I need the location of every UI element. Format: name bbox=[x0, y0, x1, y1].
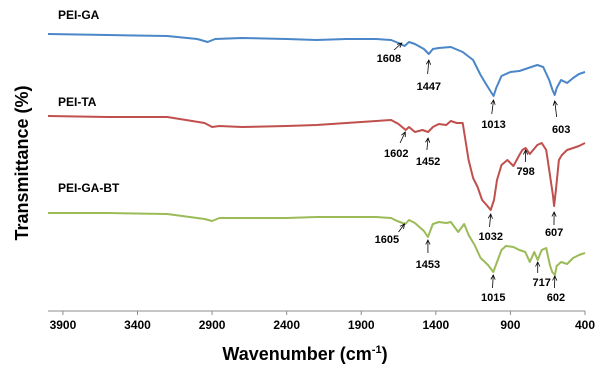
x-tick-label: 900 bbox=[500, 318, 520, 332]
x-tick-label: 1400 bbox=[422, 318, 449, 332]
x-tick-label: 3900 bbox=[50, 318, 77, 332]
series-line-pei-ga-bt bbox=[48, 212, 586, 276]
series-layer bbox=[47, 33, 586, 276]
peak-arrow-head bbox=[425, 59, 431, 65]
peak-annotation: 1602 bbox=[384, 131, 409, 160]
peak-arrow-head bbox=[552, 275, 558, 281]
series-label-pei-ta: PEI-TA bbox=[58, 95, 97, 109]
peak-arrow-head bbox=[552, 100, 558, 106]
peak-arrow-head bbox=[396, 42, 403, 48]
peak-arrow-head bbox=[487, 213, 493, 219]
series-label-layer: PEI-GA PEI-TA PEI-GA-BT bbox=[58, 8, 120, 195]
peak-annotation: 1452 bbox=[416, 137, 440, 168]
peak-annotation: 717 bbox=[533, 261, 551, 289]
peak-annotation-layer: 1608 1447 1013 603 1602 1452 1032 798 607 1605 145… bbox=[375, 42, 570, 304]
x-axis-title: Wavenumber (cm-1) bbox=[222, 344, 387, 364]
x-tick-label: 3400 bbox=[124, 318, 151, 332]
x-axis-title-suffix: ) bbox=[382, 344, 388, 364]
peak-arrow-head bbox=[490, 274, 496, 280]
series-line-pei-ta bbox=[47, 115, 586, 211]
series-label-pei-ga-bt: PEI-GA-BT bbox=[58, 181, 120, 195]
peak-arrow-head bbox=[490, 99, 496, 105]
y-axis-title: Transmittance (%) bbox=[12, 85, 32, 240]
peak-annotation: 607 bbox=[545, 211, 563, 239]
x-tick-label: 2400 bbox=[273, 318, 300, 332]
peak-arrow-head bbox=[522, 149, 529, 155]
peak-arrow-line bbox=[427, 59, 430, 75]
peak-label: 1608 bbox=[377, 53, 401, 65]
peak-annotation: 1032 bbox=[478, 213, 503, 243]
peak-arrow-line bbox=[393, 42, 403, 51]
peak-arrow-line bbox=[426, 137, 429, 151]
peak-label: 798 bbox=[516, 166, 534, 178]
peak-arrow-line bbox=[398, 223, 405, 233]
peak-annotation: 1013 bbox=[481, 99, 506, 131]
x-tick-label: 1900 bbox=[348, 318, 375, 332]
x-tick-layer: 3900 3400 2900 2400 1900 1400 900 400 bbox=[50, 311, 595, 332]
peak-annotation: 603 bbox=[552, 100, 570, 136]
x-axis-title-superscript: -1 bbox=[372, 344, 382, 356]
peak-arrow-line bbox=[554, 100, 558, 118]
peak-arrow-line bbox=[399, 131, 406, 144]
peak-annotation: 1015 bbox=[481, 274, 506, 304]
peak-arrow-line bbox=[492, 274, 494, 289]
peak-label: 602 bbox=[547, 292, 565, 304]
peak-label: 1452 bbox=[416, 156, 440, 168]
peak-label: 603 bbox=[552, 124, 570, 136]
peak-annotation: 1453 bbox=[416, 239, 440, 271]
peak-label: 1015 bbox=[481, 292, 505, 304]
peak-label: 1605 bbox=[375, 234, 399, 246]
peak-label: 1453 bbox=[416, 259, 440, 271]
x-tick-label: 2900 bbox=[199, 318, 226, 332]
peak-arrow-head bbox=[425, 137, 431, 143]
peak-arrow-line bbox=[489, 213, 492, 228]
peak-arrow-head bbox=[399, 223, 406, 229]
peak-annotation: 1447 bbox=[417, 59, 441, 93]
peak-annotation: 1608 bbox=[377, 42, 403, 65]
peak-arrow-head bbox=[425, 239, 431, 245]
peak-label: 717 bbox=[533, 277, 551, 289]
peak-arrow-line bbox=[491, 99, 494, 115]
peak-label: 1447 bbox=[417, 81, 441, 93]
peak-label: 607 bbox=[545, 227, 563, 239]
x-tick-label: 400 bbox=[575, 318, 595, 332]
peak-arrow-head bbox=[535, 261, 541, 267]
peak-annotation: 602 bbox=[547, 275, 565, 304]
peak-arrow-head bbox=[551, 211, 557, 217]
peak-annotation: 1605 bbox=[375, 223, 406, 246]
peak-label: 1602 bbox=[384, 148, 408, 160]
peak-arrow-head bbox=[401, 131, 406, 138]
peak-label: 1032 bbox=[478, 231, 502, 243]
series-label-pei-ga: PEI-GA bbox=[58, 8, 100, 22]
peak-label: 1013 bbox=[481, 119, 505, 131]
series-line-pei-ga bbox=[47, 33, 586, 97]
x-axis-title-main: Wavenumber (cm bbox=[222, 344, 371, 364]
peak-annotation: 798 bbox=[516, 149, 535, 178]
